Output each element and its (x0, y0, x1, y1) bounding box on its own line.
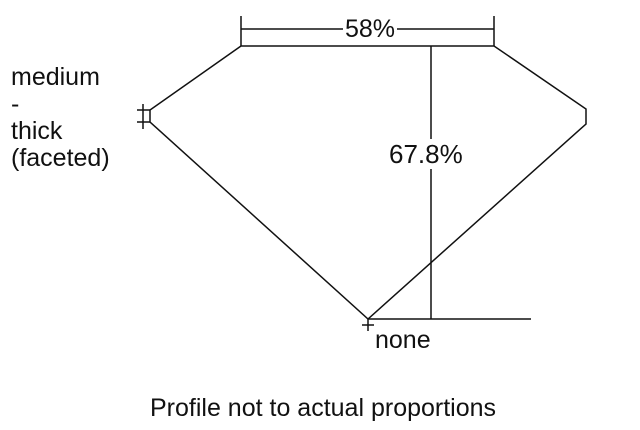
girdle-markers (137, 104, 150, 129)
girdle-label-line: (faceted) (11, 144, 110, 172)
culet-label: none (375, 326, 431, 354)
girdle-label-line: - (11, 90, 20, 118)
girdle-label-line: thick (11, 117, 63, 145)
diamond-outline (149, 45, 587, 321)
girdle-label-line: medium (11, 63, 100, 91)
girdle-label: medium - thick (faceted) (11, 64, 110, 172)
culet-marker (362, 319, 374, 331)
table-percentage-label: 58% (343, 15, 398, 43)
depth-percentage-label: 67.8% (389, 139, 463, 169)
caption: Profile not to actual proportions (150, 394, 497, 422)
